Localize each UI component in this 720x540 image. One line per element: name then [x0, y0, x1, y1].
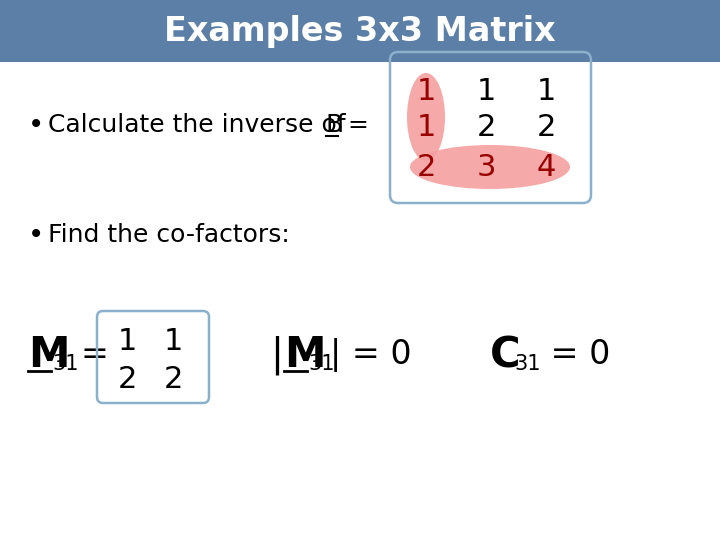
Text: 1: 1: [477, 78, 495, 106]
Text: 31: 31: [514, 354, 541, 374]
Text: 2: 2: [163, 364, 183, 394]
Text: 31: 31: [52, 354, 78, 374]
Text: 1: 1: [536, 78, 556, 106]
Text: 2: 2: [117, 364, 137, 394]
Text: 1: 1: [163, 327, 183, 356]
FancyBboxPatch shape: [0, 0, 720, 62]
Text: Find the co-factors:: Find the co-factors:: [48, 223, 289, 247]
Ellipse shape: [407, 73, 445, 161]
Text: 1: 1: [416, 78, 436, 106]
Text: C: C: [490, 334, 521, 376]
Text: 4: 4: [536, 152, 556, 181]
Text: 1: 1: [416, 113, 436, 143]
Text: 31: 31: [308, 354, 335, 374]
Text: M: M: [284, 334, 325, 376]
Text: 3: 3: [476, 152, 496, 181]
Text: 1: 1: [117, 327, 137, 356]
Text: •: •: [28, 221, 44, 249]
Text: |: |: [270, 335, 283, 375]
Ellipse shape: [410, 145, 570, 189]
Text: B: B: [326, 113, 343, 137]
Text: | = 0: | = 0: [330, 338, 412, 372]
Text: =: =: [80, 339, 108, 372]
Text: 2: 2: [536, 113, 556, 143]
Text: = 0: = 0: [540, 339, 611, 372]
Text: Examples 3x3 Matrix: Examples 3x3 Matrix: [164, 15, 556, 48]
Text: Calculate the inverse of: Calculate the inverse of: [48, 113, 354, 137]
Text: =: =: [340, 113, 369, 137]
Text: 2: 2: [416, 152, 436, 181]
Text: M: M: [28, 334, 70, 376]
Text: •: •: [28, 111, 44, 139]
Text: 2: 2: [477, 113, 495, 143]
